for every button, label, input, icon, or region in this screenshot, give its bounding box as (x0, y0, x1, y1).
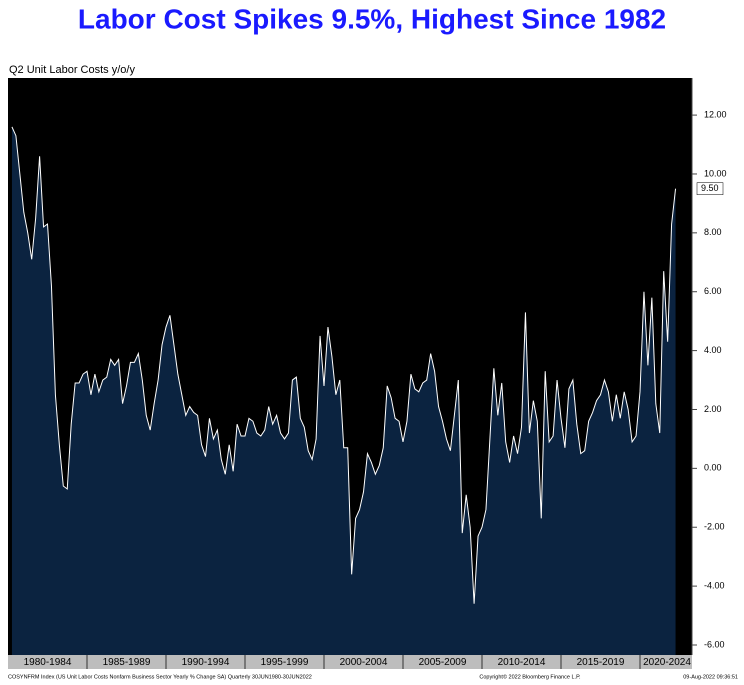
area (11, 126, 676, 656)
y-tick-label: -4.00 (704, 580, 725, 590)
footer-copyright: Copyright© 2022 Bloomberg Finance L.P. (479, 673, 581, 680)
x-tick-label: 1995-1999 (261, 657, 309, 668)
x-axis-band (8, 655, 692, 669)
x-tick-label: 2015-2019 (577, 657, 625, 668)
footer-source: COSYNFRM Index (US Unit Labor Costs Nonf… (8, 674, 312, 680)
y-tick-label: 4.00 (704, 345, 722, 355)
y-tick-label: -2.00 (704, 522, 725, 532)
last-value-box (696, 182, 724, 195)
footer-date: 09-Aug-2022 09:36:51 (683, 674, 738, 680)
x-tick-label: 1980-1984 (24, 657, 72, 668)
x-tick-label: 2000-2004 (340, 657, 388, 668)
y-tick-label: 6.00 (704, 286, 722, 296)
line (11, 126, 677, 604)
chart-title: Labor Cost Spikes 9.5%, Highest Since 19… (78, 3, 666, 34)
x-tick-label: 2020-2024 (643, 657, 691, 668)
y-tick-label: 2.00 (704, 404, 722, 414)
x-tick-label: 2010-2014 (498, 657, 546, 668)
y-tick-label: 10.00 (704, 168, 727, 178)
y-tick-label: 8.00 (704, 227, 722, 237)
y-tick-label: 0.00 (704, 463, 722, 473)
x-tick-label: 2005-2009 (419, 657, 467, 668)
x-tick-label: 1985-1989 (103, 657, 151, 668)
x-tick-label: 1990-1994 (182, 657, 230, 668)
y-tick-label: 12.00 (704, 109, 727, 119)
last-value-label: 9.50 (701, 183, 719, 193)
chart-subtitle: Q2 Unit Labor Costs y/o/y (9, 64, 135, 76)
y-tick-label: -6.00 (704, 639, 725, 649)
